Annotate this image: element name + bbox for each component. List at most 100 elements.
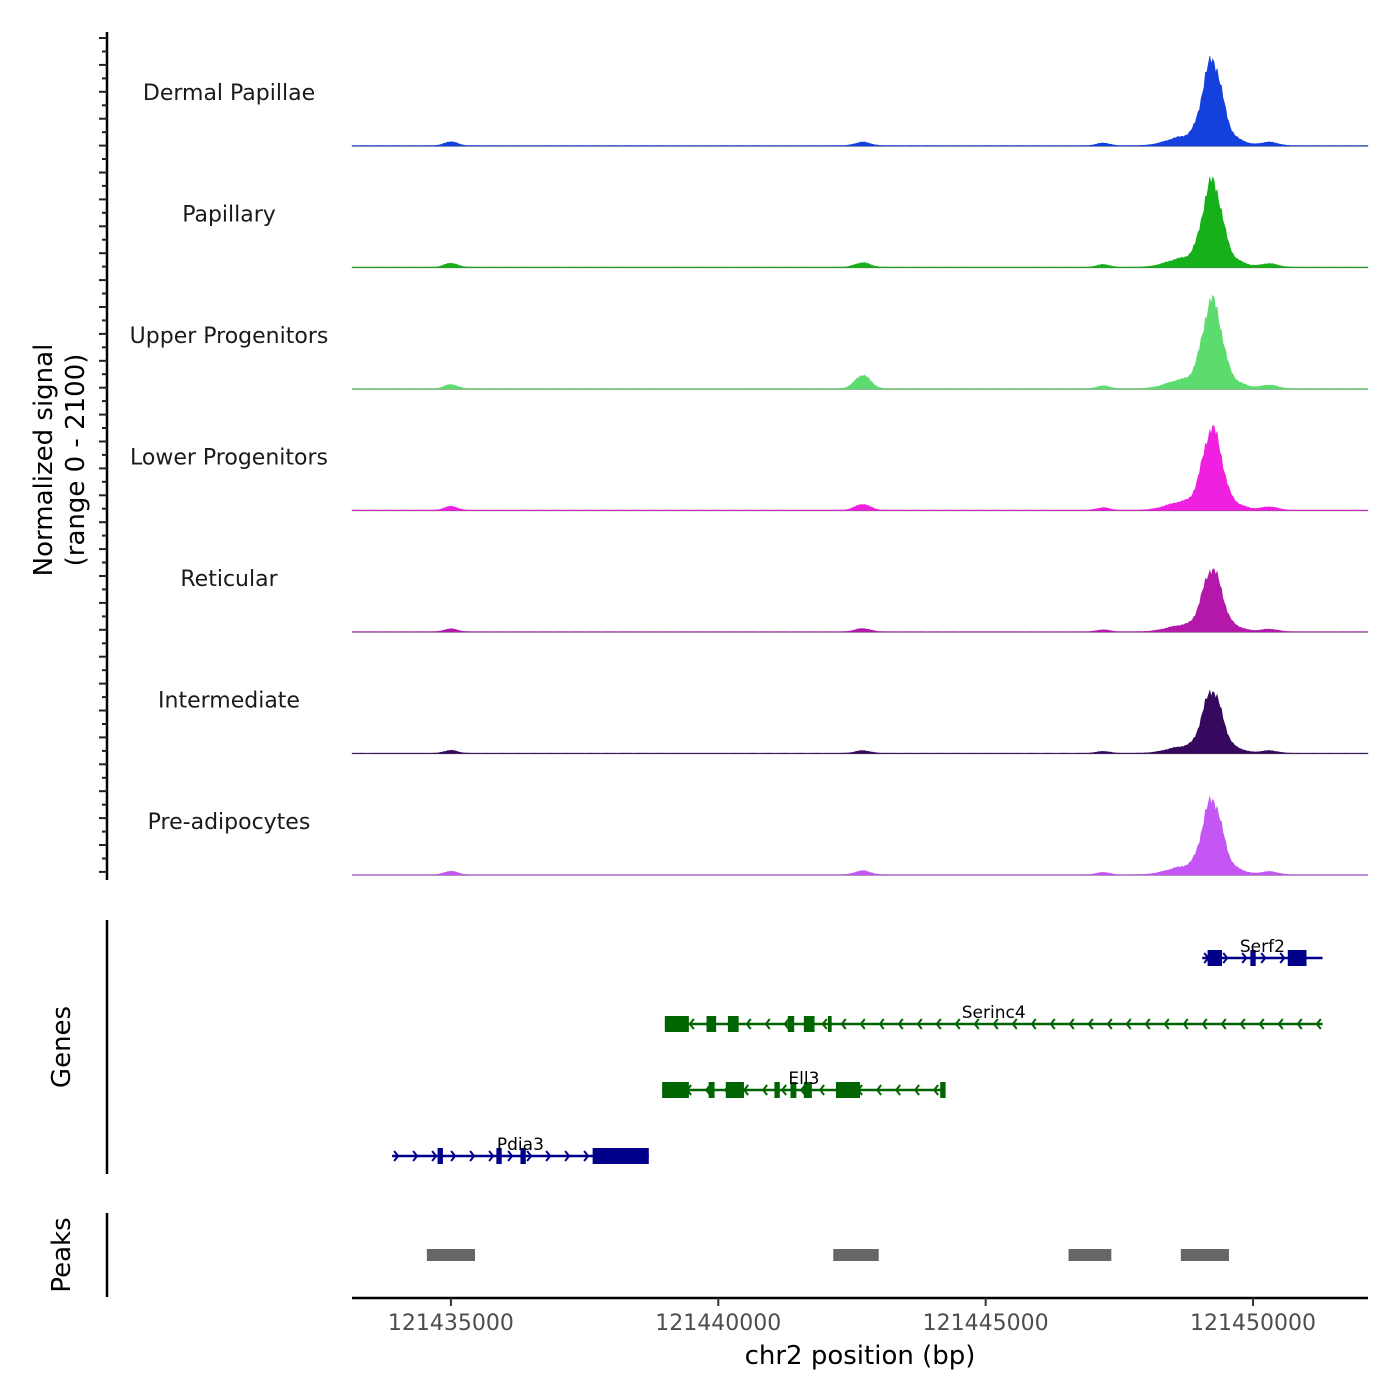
strand-arrow xyxy=(1144,1018,1151,1030)
gene-exon xyxy=(774,1082,780,1098)
peak-region xyxy=(833,1249,879,1261)
strand-arrow xyxy=(1030,1018,1037,1030)
strand-arrow xyxy=(545,1150,552,1162)
strand-arrow xyxy=(526,1150,533,1162)
track-reticular: Reticular xyxy=(180,567,1369,633)
coverage-y-ticks xyxy=(99,37,107,873)
gene-serf2: Serf2 xyxy=(1202,937,1323,966)
strand-arrow xyxy=(932,1084,939,1096)
strand-arrow xyxy=(431,1150,438,1162)
strand-arrow xyxy=(412,1150,419,1162)
gene-exon xyxy=(1250,950,1256,966)
track-label: Dermal Papillae xyxy=(143,81,315,106)
strand-arrow xyxy=(992,1018,999,1030)
x-axis-label: chr2 position (bp) xyxy=(745,1341,976,1371)
strand-arrow xyxy=(1011,1018,1018,1030)
x-axis: 121435000 121440000 121445000 121450000 chr… xyxy=(352,1296,1368,1371)
strand-arrow xyxy=(393,1150,400,1162)
strand-arrow xyxy=(1260,952,1267,964)
track-lower-progenitors: Lower Progenitors xyxy=(130,425,1369,512)
strand-arrow xyxy=(875,1084,882,1096)
gene-tracks: Serf2 Serinc4 Ell3 Pdia3 xyxy=(392,937,1323,1164)
track-label: Papillary xyxy=(182,203,276,228)
coverage-tracks: Dermal Papillae Papillary Upper Progenitor… xyxy=(130,55,1369,876)
gene-pdia3: Pdia3 xyxy=(392,1135,649,1164)
gene-exon xyxy=(827,1016,832,1032)
gene-exon xyxy=(1287,950,1307,966)
gene-exon xyxy=(1207,950,1223,966)
peaks-label: Peaks xyxy=(47,1217,77,1292)
gene-exon xyxy=(664,1016,689,1032)
gene-exon xyxy=(592,1148,649,1164)
track-signal-area xyxy=(351,55,1369,147)
genes-panel: Genes Serf2 Serinc4 Ell3 Pdia3 xyxy=(47,920,1323,1174)
x-tick-label: 121450000 xyxy=(1190,1311,1316,1336)
strand-arrow xyxy=(1241,952,1248,964)
strand-arrow xyxy=(1163,1018,1170,1030)
strand-arrow xyxy=(1182,1018,1189,1030)
strand-arrow xyxy=(859,1018,866,1030)
strand-arrow xyxy=(954,1018,961,1030)
strand-arrow xyxy=(1220,1018,1227,1030)
strand-arrow xyxy=(780,1084,787,1096)
peak-bars xyxy=(426,1249,1229,1261)
track-pre-adipocytes: Pre-adipocytes xyxy=(148,796,1369,876)
strand-arrow xyxy=(564,1150,571,1162)
gene-exon xyxy=(790,1082,797,1098)
track-signal-area xyxy=(351,796,1369,876)
x-tick-label: 121435000 xyxy=(388,1311,514,1336)
x-tick-label: 121440000 xyxy=(655,1311,781,1336)
strand-arrow xyxy=(764,1018,771,1030)
strand-arrow xyxy=(1222,952,1229,964)
track-signal-area xyxy=(351,568,1369,633)
strand-arrow xyxy=(1106,1018,1113,1030)
strand-arrow xyxy=(916,1018,923,1030)
peaks-panel: Peaks xyxy=(47,1213,1229,1297)
strand-arrow xyxy=(1239,1018,1246,1030)
track-label: Pre-adipocytes xyxy=(148,810,311,835)
peak-region xyxy=(426,1249,475,1261)
strand-arrow xyxy=(688,1018,695,1030)
gene-exon xyxy=(496,1148,502,1164)
strand-arrow xyxy=(1201,1018,1208,1030)
gene-exon xyxy=(727,1016,739,1032)
gene-exon xyxy=(437,1148,443,1164)
track-label: Intermediate xyxy=(158,689,300,714)
gene-exon xyxy=(940,1082,946,1098)
strand-arrow xyxy=(1277,1018,1284,1030)
strand-arrow xyxy=(935,1018,942,1030)
gene-exon xyxy=(835,1082,860,1098)
strand-arrow xyxy=(507,1150,514,1162)
y-axis-label-line1: Normalized signal xyxy=(29,344,59,577)
strand-arrow xyxy=(745,1018,752,1030)
strand-arrow xyxy=(821,1018,828,1030)
strand-arrow xyxy=(761,1084,768,1096)
strand-arrow xyxy=(450,1150,457,1162)
gene-name: Serinc4 xyxy=(962,1003,1026,1023)
gene-serinc4: Serinc4 xyxy=(664,1003,1323,1032)
strand-arrow xyxy=(783,1018,790,1030)
strand-arrow xyxy=(973,1018,980,1030)
gene-exon xyxy=(706,1016,717,1032)
peak-region xyxy=(1180,1249,1229,1261)
gene-exon xyxy=(520,1148,526,1164)
track-upper-progenitors: Upper Progenitors xyxy=(130,294,1369,390)
strand-arrow xyxy=(913,1084,920,1096)
strand-arrow xyxy=(799,1084,806,1096)
strand-arrow xyxy=(583,1150,590,1162)
track-label: Upper Progenitors xyxy=(130,324,329,349)
gene-name: Pdia3 xyxy=(497,1135,544,1155)
gene-exon xyxy=(662,1082,689,1098)
strand-arrow xyxy=(894,1084,901,1096)
track-label: Reticular xyxy=(180,567,278,592)
genes-label: Genes xyxy=(47,1006,77,1088)
strand-arrow xyxy=(1258,1018,1265,1030)
gene-exon xyxy=(803,1016,815,1032)
track-papillary: Papillary xyxy=(182,176,1369,269)
gene-ell3: Ell3 xyxy=(662,1069,946,1098)
strand-arrow xyxy=(1315,1018,1322,1030)
strand-arrow xyxy=(1068,1018,1075,1030)
y-axis-label-line2: (range 0 - 2100) xyxy=(61,354,91,567)
strand-arrow xyxy=(1279,952,1286,964)
